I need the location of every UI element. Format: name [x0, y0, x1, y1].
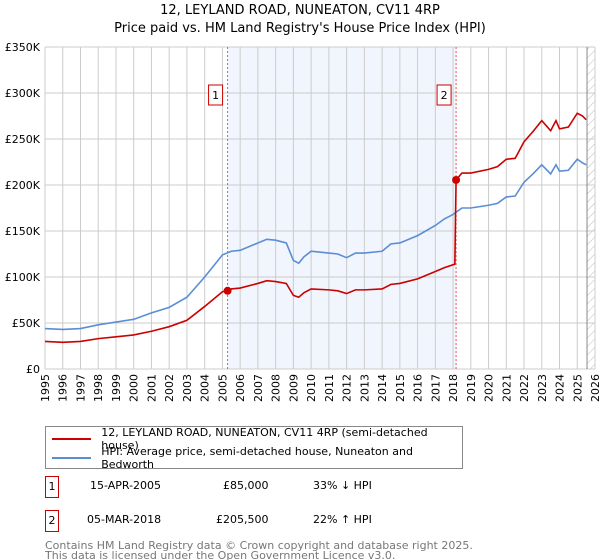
- x-tick-label: 2022: [518, 374, 531, 402]
- sale-price: £85,000: [223, 479, 269, 492]
- x-tick-label: 1995: [39, 374, 52, 402]
- x-tick-label: 2005: [216, 374, 229, 402]
- x-tick-label: 1998: [92, 374, 105, 402]
- sale-date: 05-MAR-2018: [87, 513, 162, 526]
- x-tick-label: 2023: [536, 374, 549, 402]
- legend: 12, LEYLAND ROAD, NUNEATON, CV11 4RP (se…: [45, 426, 463, 471]
- x-tick-label: 2009: [287, 374, 300, 402]
- footer-copyright: Contains HM Land Registry data © Crown c…: [45, 539, 473, 552]
- plot-area: 1995 1996 1997 1998 1999 2000 2001 2002 2003 2004…: [5, 41, 600, 402]
- x-tick-label: 2012: [341, 374, 354, 402]
- sale-annotation-label: 2: [441, 89, 448, 102]
- x-tick-label: 1996: [57, 374, 70, 402]
- x-tick-label: 2007: [252, 374, 265, 402]
- y-tick-label: £350K: [5, 41, 41, 54]
- series-line: [44, 158, 587, 331]
- sale-point: [452, 175, 461, 184]
- y-tick-label: £100K: [5, 271, 41, 284]
- x-tick-label: 2000: [128, 374, 141, 402]
- x-tick-label: 2024: [554, 374, 567, 402]
- owned-period-shading: [227, 47, 457, 369]
- sale-annotation-box: [436, 84, 452, 106]
- sale-hpi-diff: 33% ↓ HPI: [313, 479, 372, 492]
- legend-item-property: 12, LEYLAND ROAD, NUNEATON, CV11 4RP (se…: [46, 426, 462, 452]
- x-tick-label: 2025: [571, 374, 584, 402]
- sale-hpi-diff: 22% ↑ HPI: [313, 513, 372, 526]
- series-line: [44, 112, 587, 344]
- y-tick-label: £50K: [12, 317, 41, 330]
- x-tick-label: 2017: [429, 374, 442, 402]
- sale-marker-label: 2: [45, 510, 59, 532]
- x-tick-label: 2016: [412, 374, 425, 402]
- legend-swatch-blue: [52, 457, 92, 459]
- x-tick-label: 2006: [234, 374, 247, 402]
- y-tick-label: £250K: [5, 133, 41, 146]
- sale-point: [223, 286, 232, 295]
- sale-annotation-label: 1: [212, 89, 219, 102]
- x-tick-label: 2014: [376, 374, 389, 402]
- chart-title: 12, LEYLAND ROAD, NUNEATON, CV11 4RP: [160, 3, 440, 18]
- sale-date: 15-APR-2005: [90, 479, 162, 492]
- x-tick-label: 2002: [163, 374, 176, 402]
- x-tick-label: 2019: [465, 374, 478, 402]
- x-tick-label: 2010: [305, 374, 318, 402]
- y-tick-label: £200K: [5, 179, 41, 192]
- x-tick-label: 2015: [394, 374, 407, 402]
- chart-subtitle: Price paid vs. HM Land Registry's House …: [114, 21, 486, 36]
- sale-price: £205,500: [216, 513, 269, 526]
- y-tick-label: £0: [26, 363, 40, 376]
- x-tick-label: 1999: [110, 374, 123, 402]
- legend-item-hpi: HPI: Average price, semi-detached house,…: [46, 445, 462, 471]
- x-tick-label: 2004: [199, 374, 212, 402]
- x-tick-label: 2021: [500, 374, 513, 402]
- legend-label: HPI: Average price, semi-detached house,…: [101, 445, 413, 471]
- x-tick-label: 2011: [323, 374, 336, 402]
- footer-licence: This data is licensed under the Open Gov…: [45, 549, 396, 560]
- y-tick-label: £300K: [5, 87, 41, 100]
- sale-marker-label: 1: [45, 476, 59, 498]
- x-tick-label: 2008: [270, 374, 283, 402]
- legend-swatch-red: [52, 438, 92, 440]
- x-tick-label: 1997: [74, 374, 87, 402]
- x-tick-label: 2001: [145, 374, 158, 402]
- x-tick-label: 2018: [447, 374, 460, 402]
- legend-label: 12, LEYLAND ROAD, NUNEATON, CV11 4RP (se…: [101, 426, 428, 452]
- future-hatch: [587, 47, 595, 369]
- x-tick-label: 2013: [358, 374, 371, 402]
- y-tick-label: £150K: [5, 225, 41, 238]
- x-tick-label: 2003: [181, 374, 194, 402]
- x-tick-label: 2026: [589, 374, 600, 402]
- sale-annotation-box: [208, 84, 224, 106]
- x-tick-label: 2020: [483, 374, 496, 402]
